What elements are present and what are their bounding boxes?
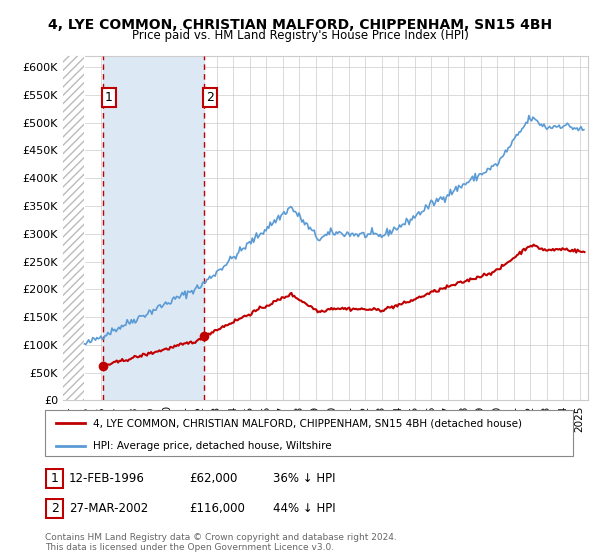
Text: 27-MAR-2002: 27-MAR-2002 [69,502,148,515]
Text: HPI: Average price, detached house, Wiltshire: HPI: Average price, detached house, Wilt… [92,441,331,451]
Text: 4, LYE COMMON, CHRISTIAN MALFORD, CHIPPENHAM, SN15 4BH: 4, LYE COMMON, CHRISTIAN MALFORD, CHIPPE… [48,18,552,32]
Bar [63,56,85,400]
FancyBboxPatch shape [46,469,63,488]
Text: 36% ↓ HPI: 36% ↓ HPI [273,472,335,486]
Text: Contains HM Land Registry data © Crown copyright and database right 2024.: Contains HM Land Registry data © Crown c… [45,533,397,542]
Text: 4, LYE COMMON, CHRISTIAN MALFORD, CHIPPENHAM, SN15 4BH (detached house): 4, LYE COMMON, CHRISTIAN MALFORD, CHIPPE… [92,418,521,428]
FancyBboxPatch shape [46,499,63,518]
Bar [103,56,204,400]
Text: 2: 2 [206,91,214,104]
Text: 44% ↓ HPI: 44% ↓ HPI [273,502,335,515]
Text: £62,000: £62,000 [189,472,238,486]
Text: 1: 1 [50,472,59,486]
Text: 2: 2 [50,502,59,515]
Text: £116,000: £116,000 [189,502,245,515]
Text: 1: 1 [105,91,113,104]
Bar [63,56,85,400]
FancyBboxPatch shape [45,410,573,456]
Text: 12-FEB-1996: 12-FEB-1996 [69,472,145,486]
Text: This data is licensed under the Open Government Licence v3.0.: This data is licensed under the Open Gov… [45,543,334,552]
Text: Price paid vs. HM Land Registry's House Price Index (HPI): Price paid vs. HM Land Registry's House … [131,29,469,42]
